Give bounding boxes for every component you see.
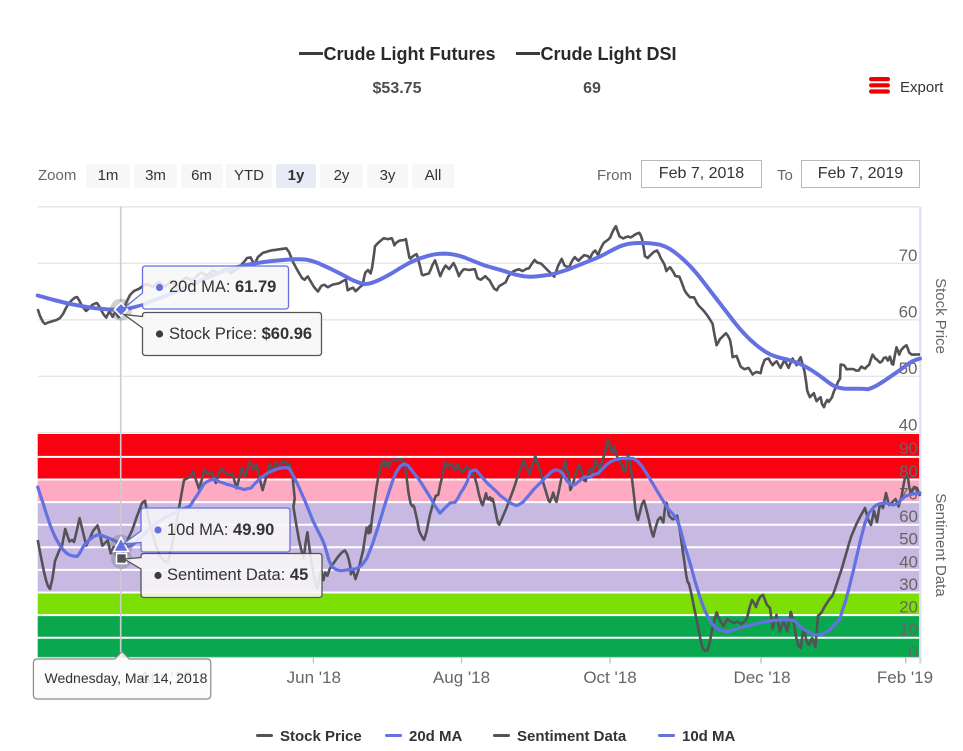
svg-text:40: 40 bbox=[899, 415, 918, 434]
svg-text:10: 10 bbox=[899, 620, 918, 639]
svg-text:60: 60 bbox=[899, 302, 918, 321]
svg-text:20: 20 bbox=[899, 598, 918, 617]
svg-text:50: 50 bbox=[899, 359, 918, 378]
svg-text:0: 0 bbox=[909, 643, 918, 662]
svg-text:40: 40 bbox=[899, 552, 918, 571]
svg-text:60: 60 bbox=[899, 507, 918, 526]
svg-text:70: 70 bbox=[899, 246, 918, 265]
svg-text:90: 90 bbox=[899, 439, 918, 458]
svg-text:30: 30 bbox=[899, 575, 918, 594]
svg-text:80: 80 bbox=[899, 462, 918, 481]
svg-text:50: 50 bbox=[899, 530, 918, 549]
